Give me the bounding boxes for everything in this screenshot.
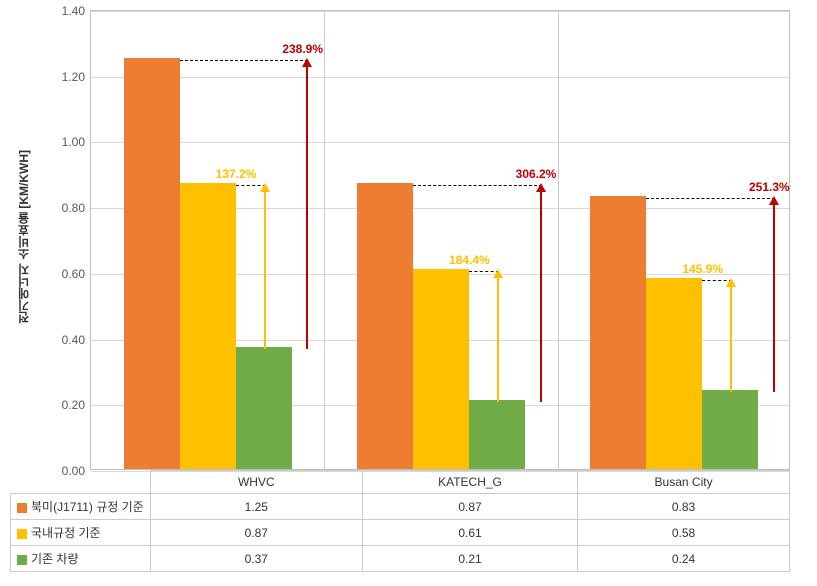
group-separator [558, 11, 559, 469]
group-separator [324, 11, 325, 469]
table-cell: 0.21 [362, 546, 577, 572]
y-tick-label: 0.80 [62, 201, 91, 215]
chart-container: 전기에너지 소비효율 [KM/KWH] 0.000.200.400.600.80… [0, 0, 817, 586]
legend-item: 기존 차량 [11, 546, 151, 572]
category-label: Busan City [578, 471, 790, 494]
table-cell: 0.83 [578, 494, 790, 520]
table-cell: 0.61 [362, 520, 577, 546]
category-label: WHVC [150, 471, 362, 494]
table-cell: 0.24 [578, 546, 790, 572]
gridline [91, 142, 789, 143]
arrow [264, 185, 266, 349]
category-label: KATECH_G [362, 471, 577, 494]
arrow [540, 185, 542, 402]
percent-label: 238.9% [282, 42, 323, 56]
data-table: WHVCKATECH_GBusan City 북미(J1711) 규정 기준 1.2… [10, 470, 790, 572]
arrow [773, 198, 775, 392]
reference-line [180, 60, 309, 61]
table-cell: 1.25 [150, 494, 362, 520]
y-tick-label: 1.40 [62, 4, 91, 18]
table-cell: 0.87 [150, 520, 362, 546]
bar [646, 278, 702, 469]
percent-label: 251.3% [749, 180, 790, 194]
percent-label: 137.2% [216, 167, 257, 181]
legend-label: 기존 차량 [31, 552, 79, 566]
legend-swatch [17, 529, 27, 539]
y-tick-label: 0.40 [62, 333, 91, 347]
reference-line [413, 185, 542, 186]
legend-swatch [17, 503, 27, 513]
legend-label: 북미(J1711) 규정 기준 [31, 500, 144, 514]
legend-label: 국내규정 기준 [31, 526, 101, 540]
y-tick-label: 1.20 [62, 70, 91, 84]
percent-label: 306.2% [516, 167, 557, 181]
legend-item: 북미(J1711) 규정 기준 [11, 494, 151, 520]
table-cell: 0.87 [362, 494, 577, 520]
arrow [497, 271, 499, 402]
bar [702, 390, 758, 469]
y-tick-label: 0.20 [62, 398, 91, 412]
bar [124, 58, 180, 469]
percent-label: 145.9% [682, 262, 723, 276]
bar [469, 400, 525, 469]
legend-swatch [17, 555, 27, 565]
y-tick-label: 1.00 [62, 135, 91, 149]
reference-line [646, 198, 775, 199]
table-cell: 0.37 [150, 546, 362, 572]
y-tick-label: 0.60 [62, 267, 91, 281]
legend-item: 국내규정 기준 [11, 520, 151, 546]
arrow [730, 280, 732, 392]
bar [590, 196, 646, 469]
gridline [91, 11, 789, 12]
bar [357, 183, 413, 469]
percent-label: 184.4% [449, 253, 490, 267]
bar [413, 269, 469, 469]
bar [236, 347, 292, 469]
table-cell: 0.58 [578, 520, 790, 546]
plot-area: 0.000.200.400.600.801.001.201.40238.9%13… [90, 10, 790, 470]
bar [180, 183, 236, 469]
arrow [306, 60, 308, 349]
gridline [91, 77, 789, 78]
y-axis-label: 전기에너지 소비효율 [KM/KWH] [15, 150, 32, 323]
